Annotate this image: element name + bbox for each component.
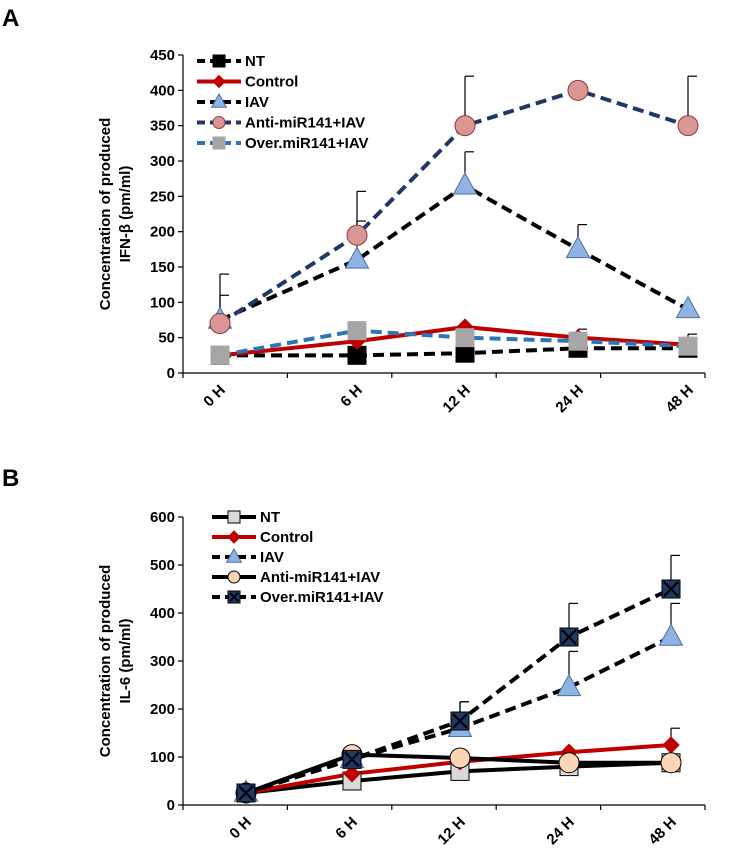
panel-b-y-axis-label: Concentration of produced [97,565,114,758]
panel-b-xtick-label: 12 H [434,814,468,848]
panel-a-ytick-label: 250 [150,188,175,205]
panel-a-point-iav [344,246,370,269]
panel-b-xtick-label: 0 H [226,814,255,843]
panel-a-legend-label: Over.miR141+IAV [245,135,369,152]
panel-a-xtick-label: 6 H [337,382,366,411]
panel-b-point-over-mir141-iav [450,711,470,731]
panel-b-y-axis-label: IL-6 (pm/ml) [117,618,134,703]
panel-a-ytick-label: 200 [150,224,175,241]
panel-a-xtick-label: 24 H [552,382,586,416]
panel-b-point-over-mir141-iav [559,627,579,647]
panel-a-legend-label: Anti-miR141+IAV [245,115,365,132]
panel-a-ytick-label: 300 [150,153,175,170]
panel-b-point-iav [556,673,582,697]
panel-a-legend-marker [210,92,228,108]
panel-a-ytick-label: 0 [167,365,175,382]
panel-a-point-anti-mir141-iav [346,224,368,246]
panel-a-legend-marker [212,54,226,68]
panel-a-legend-label: Control [245,74,298,91]
panel-a-point-anti-mir141-iav [209,313,231,335]
panel-b-point-anti-mir141-iav [558,752,580,774]
panel-b-xtick-label: 6 H [332,814,361,843]
panel-b-point-over-mir141-iav [661,579,681,599]
panel-b-letter: B [2,465,19,492]
panel-a: A 0 50 100 150 200 250 300 350 400 450 0 H 6 H 12 H 2… [2,5,706,416]
panel-b-plot: 0 100 200 300 400 500 600 0 H 6 H 12 H 24 H 48 H Con… [97,509,706,848]
panel-b-xtick-label: 48 H [645,814,679,848]
panel-a-point-iav [675,295,701,319]
panel-b-xtick-label: 24 H [543,814,577,848]
panel-a-ytick-label: 50 [158,330,175,347]
panel-a-point-over-mir141-iav [347,321,367,341]
panel-b-ytick-label: 100 [150,749,175,766]
panel-b-legend-label: Anti-miR141+IAV [260,569,380,586]
panel-b-ytick-label: 500 [150,557,175,574]
panel-b-ytick-label: 200 [150,701,175,718]
panel-b-ytick-label: 400 [150,605,175,622]
panel-b-ytick-label: 300 [150,653,175,670]
panel-b-point-anti-mir141-iav [449,747,471,769]
panel-a-y-axis-label: Concentration of produced [97,118,114,311]
panel-a-point-anti-mir141-iav [454,115,476,137]
panel-a-point-over-mir141-iav [678,336,698,356]
panel-b-legend-label: IAV [260,549,284,566]
panel-a-point-over-mir141-iav [568,331,588,351]
panel-b-legend-label: Control [260,529,313,546]
panel-b-point-over-mir141-iav [236,783,256,803]
panel-b-legend-marker [227,530,241,544]
panel-a-point-anti-mir141-iav [677,115,699,137]
panel-b-ytick-label: 600 [150,509,175,526]
panel-a-xtick-label: 0 H [200,382,229,411]
panel-a-series-line-iav [219,183,689,322]
panel-a-point-anti-mir141-iav [567,79,589,101]
panel-a-legend-label: NT [245,53,265,70]
panel-a-legend-marker [212,74,226,89]
panel-a-letter: A [2,5,19,32]
panel-a-legend-marker [212,116,226,129]
panel-a-point-iav [565,235,591,259]
panel-b-legend-marker [227,590,241,604]
panel-a-series-line-over-mir141-iav [219,328,689,358]
panel-a-ytick-label: 150 [150,259,175,276]
panel-a-ytick-label: 450 [150,47,175,64]
panel-a-legend-label: IAV [245,94,269,111]
panel-b-legend-marker [227,570,241,584]
panel-a-point-iav [452,172,478,195]
panel-b-point-control [662,736,680,754]
panel-a-ytick-label: 350 [150,118,175,135]
panel-b-legend-label: NT [260,509,280,526]
panel-b-point-control [343,765,361,783]
panel-a-point-over-mir141-iav [210,345,230,365]
panel-b: B 0 100 200 300 400 500 600 0 H 6 H 12 H 24 H 48 H C… [2,465,706,848]
panel-b-point-over-mir141-iav [342,749,362,769]
panel-a-point-over-mir141-iav [455,328,475,348]
panel-a-y-axis-label: IFN-β (pm/ml) [117,166,134,263]
panel-b-point-iav [658,623,684,646]
panel-b-legend-marker [225,547,243,563]
panel-b-legend-label: Over.miR141+IAV [260,589,384,606]
panel-b-legend-marker [227,510,241,524]
panel-a-ytick-label: 100 [150,294,175,311]
panel-a-xtick-label: 12 H [439,382,473,416]
panel-a-legend-marker [212,136,226,150]
panel-b-ytick-label: 0 [167,797,175,814]
panel-b-point-anti-mir141-iav [660,752,682,774]
panel-a-xtick-label: 48 H [662,382,696,416]
panel-a-plot: 0 50 100 150 200 250 300 350 400 450 0 H 6 H 12 H 24 … [97,47,706,416]
panel-a-ytick-label: 400 [150,82,175,99]
